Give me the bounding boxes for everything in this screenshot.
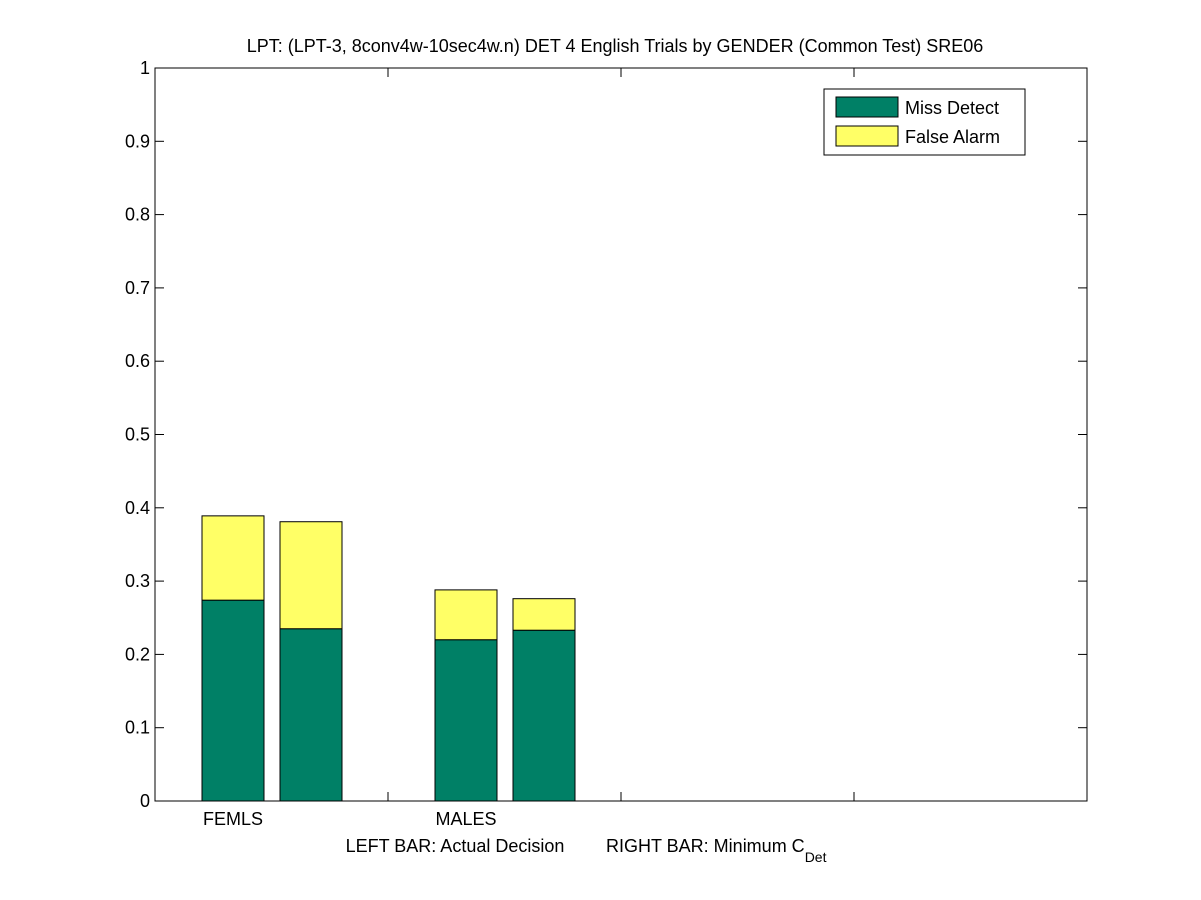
x-axis-label: LEFT BAR: Actual Decision RIGHT BAR: Min… xyxy=(346,836,827,865)
x-tick-label: MALES xyxy=(435,809,496,829)
legend: Miss Detect False Alarm xyxy=(823,88,1026,156)
y-tick-label: 0 xyxy=(140,791,150,811)
xlabel-left: LEFT BAR: Actual Decision xyxy=(346,836,565,856)
bar-segment-miss-detect xyxy=(434,639,498,802)
y-tick-label: 0.8 xyxy=(125,205,150,225)
y-axis: 0 0.1 0.2 0.3 0.4 0.5 0.6 0.7 0.8 0.9 1 xyxy=(125,58,1087,811)
y-tick-label: 0.4 xyxy=(125,498,150,518)
y-tick-label: 0.2 xyxy=(125,644,150,664)
bar-segment-false-alarm xyxy=(434,589,498,641)
y-tick-label: 0.9 xyxy=(125,131,150,151)
y-tick-label: 0.6 xyxy=(125,351,150,371)
bar-segment-false-alarm xyxy=(279,521,343,630)
y-tick-label: 0.7 xyxy=(125,278,150,298)
y-tick-label: 0.5 xyxy=(125,425,150,445)
y-tick-label: 0.1 xyxy=(125,718,150,738)
legend-swatch-miss-detect xyxy=(835,96,899,118)
y-tick-label: 1 xyxy=(140,58,150,78)
bar-segment-miss-detect xyxy=(201,599,265,802)
y-tick-label: 0.3 xyxy=(125,571,150,591)
x-axis: FEMLS MALES xyxy=(203,68,855,829)
legend-label-false-alarm: False Alarm xyxy=(905,127,1000,147)
chart-title: LPT: (LPT-3, 8conv4w-10sec4w.n) DET 4 En… xyxy=(247,36,984,56)
bar-segment-miss-detect xyxy=(279,628,343,802)
legend-label-miss-detect: Miss Detect xyxy=(905,98,999,118)
bar-segment-false-alarm xyxy=(512,598,576,631)
bar-segment-false-alarm xyxy=(201,515,265,601)
bar-segment-miss-detect xyxy=(512,629,576,802)
x-tick-label: FEMLS xyxy=(203,809,263,829)
legend-swatch-false-alarm xyxy=(835,125,899,147)
bars xyxy=(201,515,576,802)
xlabel-right-subscript: Det xyxy=(805,849,827,865)
xlabel-right-main: RIGHT BAR: Minimum C xyxy=(606,836,805,856)
xlabel-right: RIGHT BAR: Minimum CDet xyxy=(606,836,827,865)
